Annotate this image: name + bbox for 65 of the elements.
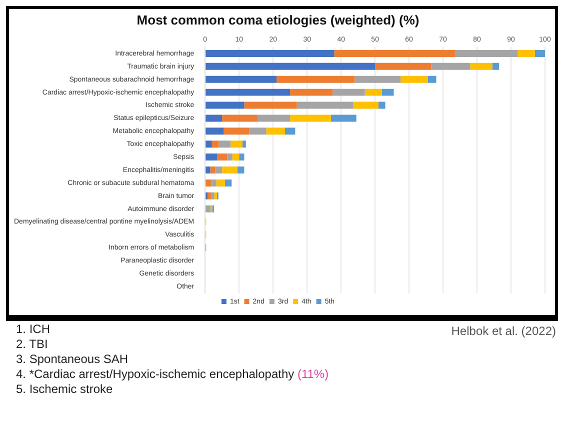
bar	[290, 88, 333, 96]
bar	[227, 154, 232, 161]
bar	[212, 140, 219, 148]
bar	[222, 114, 258, 122]
bar	[285, 128, 296, 135]
bar	[210, 166, 216, 174]
bar	[206, 179, 212, 186]
bar	[296, 102, 353, 109]
bar	[382, 88, 394, 96]
bar	[218, 140, 231, 148]
bar	[222, 166, 238, 174]
bar	[230, 140, 243, 148]
bar	[206, 128, 224, 135]
bar	[206, 154, 218, 161]
bar	[276, 76, 355, 83]
bar	[206, 50, 334, 57]
bar	[216, 179, 225, 186]
bar	[211, 179, 216, 186]
bar	[400, 76, 428, 83]
bar	[428, 76, 436, 83]
bar	[364, 88, 382, 96]
bar	[258, 114, 290, 122]
text: Helbok et al. (2022)	[451, 324, 556, 338]
bar	[206, 166, 210, 174]
bar	[454, 50, 518, 57]
bar	[375, 62, 432, 70]
bar	[330, 114, 356, 122]
text: 5. Ischemic stroke	[16, 382, 114, 397]
bar	[334, 50, 455, 57]
bar	[215, 166, 222, 174]
bar	[470, 62, 492, 70]
bar	[534, 50, 545, 57]
bar	[206, 76, 277, 83]
text: 4. *Cardiac arrest/Hypoxic-ischemic encephalopathy (11%)	[16, 367, 330, 382]
bar	[378, 102, 386, 109]
bar	[354, 76, 401, 83]
bar	[206, 205, 211, 212]
bar	[266, 128, 286, 135]
bar	[206, 88, 290, 96]
bar	[208, 192, 211, 200]
bar	[206, 102, 244, 109]
bar	[206, 114, 222, 122]
bar	[492, 62, 500, 70]
bar	[352, 102, 378, 109]
bar	[224, 128, 250, 135]
bar	[217, 154, 228, 161]
bar	[210, 192, 214, 200]
bar	[332, 88, 365, 96]
text: 3. Spontaneous SAH	[16, 352, 130, 367]
bar	[249, 128, 266, 135]
bar	[518, 50, 535, 57]
bar	[214, 192, 218, 200]
bar	[232, 154, 240, 161]
text: 1. ICH	[16, 322, 50, 336]
bar	[206, 140, 212, 148]
bar	[206, 62, 376, 70]
bar	[224, 179, 232, 186]
bar	[242, 140, 246, 148]
bar	[237, 166, 244, 174]
bar	[431, 62, 470, 70]
bar	[244, 102, 297, 109]
bar	[239, 154, 244, 161]
bar	[290, 114, 331, 122]
text: 2. TBI	[16, 337, 49, 352]
chart-title: Most common coma etiologies (weighted) (%)	[136, 12, 420, 28]
